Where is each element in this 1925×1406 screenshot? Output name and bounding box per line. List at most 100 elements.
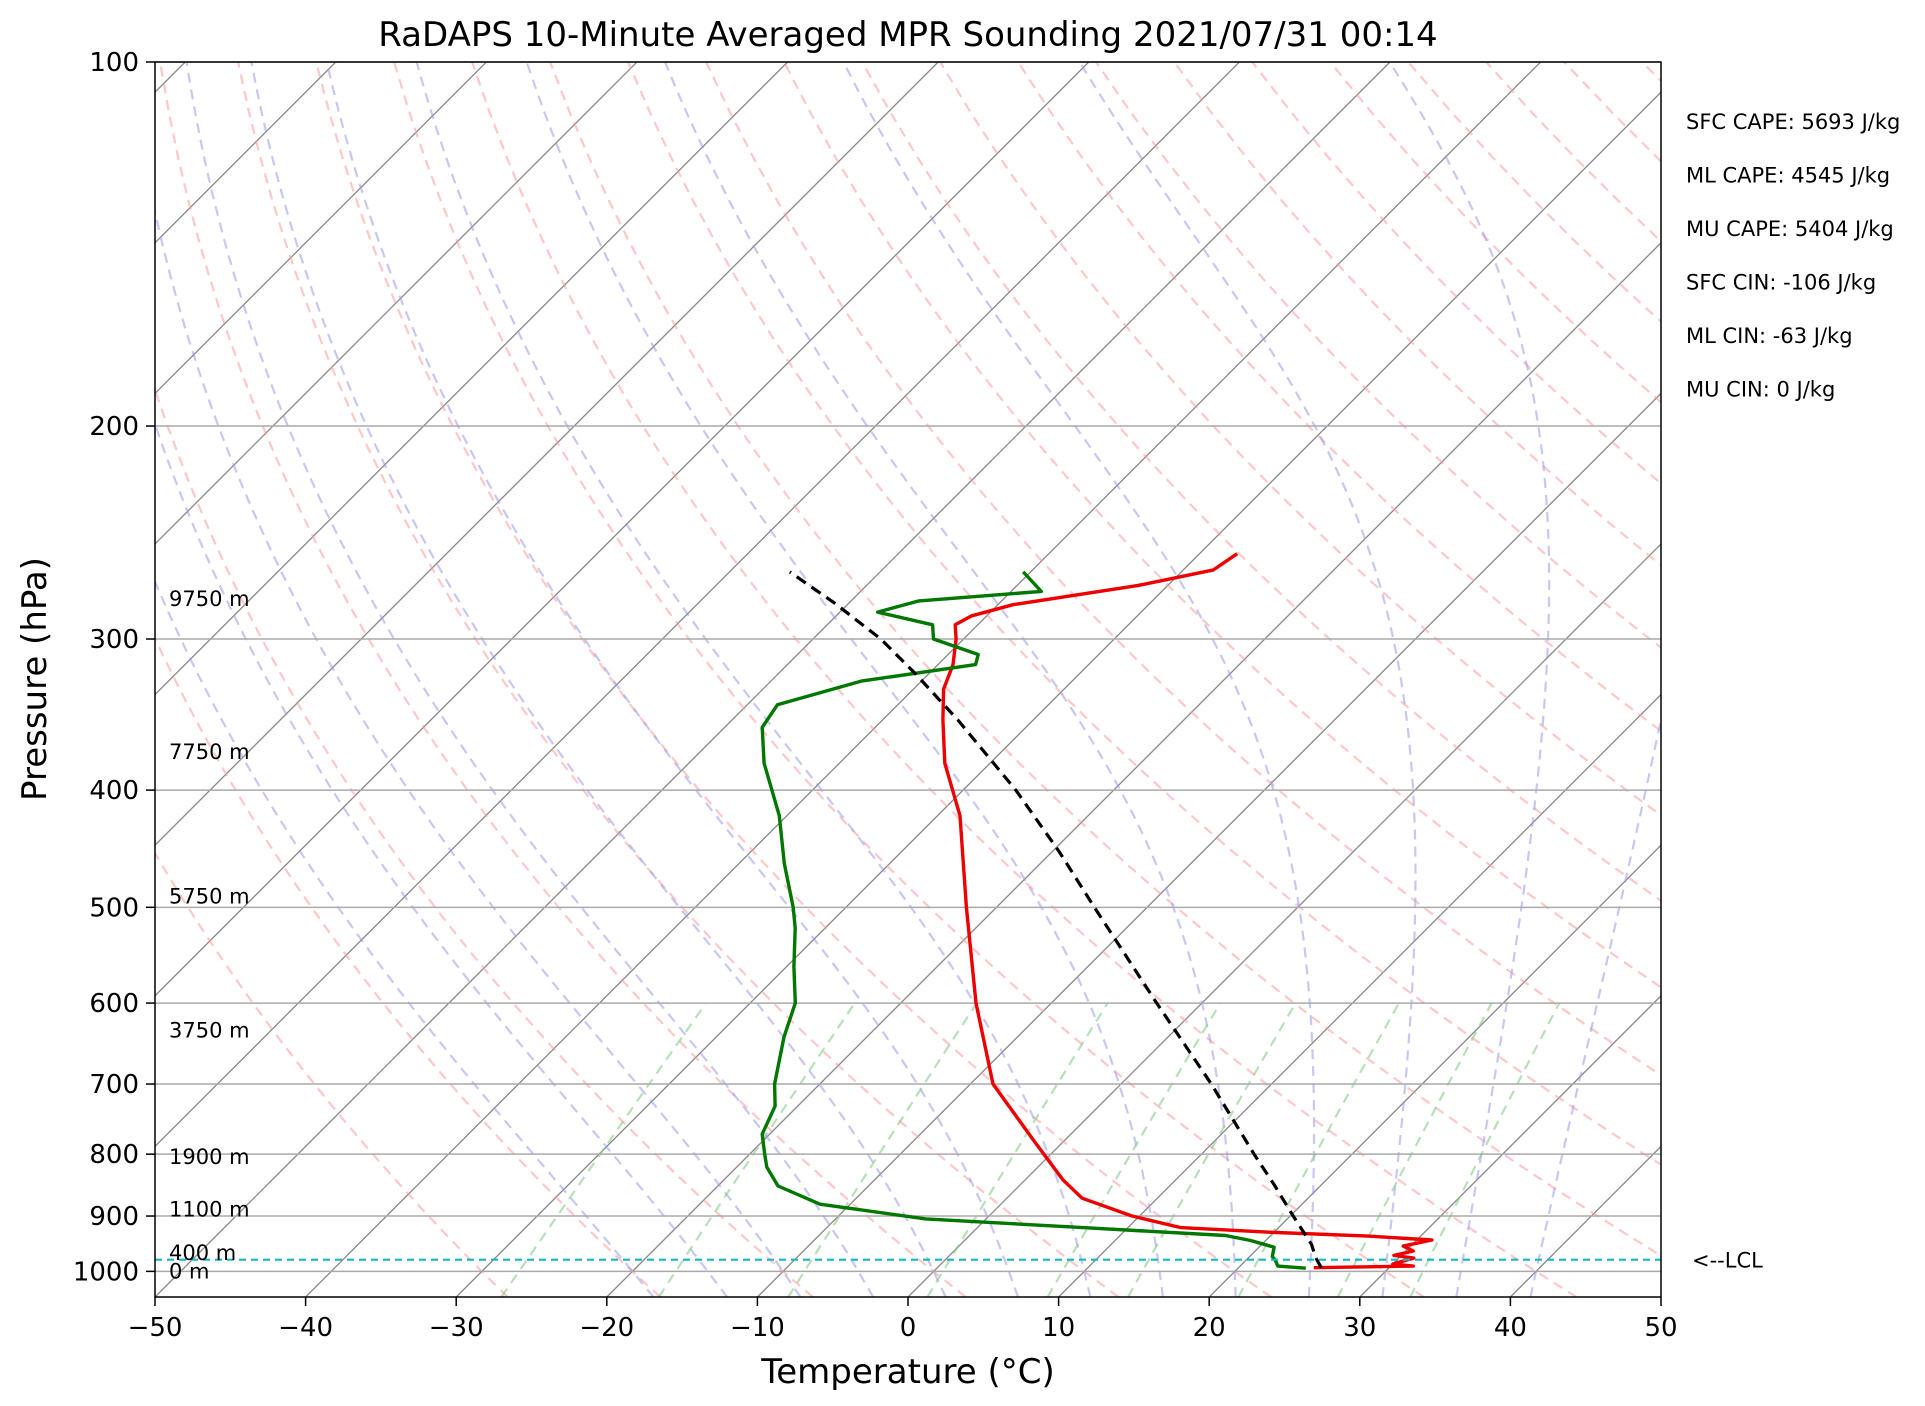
moist-adiabat-line [185, 62, 875, 1297]
moist-adiabat-line [155, 579, 655, 1297]
moist-adiabat-line [663, 62, 1237, 1297]
dry-adiabat-line [471, 62, 1578, 1297]
moist-adiabat-line [1078, 62, 1417, 1297]
x-tick-label: 0 [900, 1313, 917, 1343]
lcl-label: <--LCL [1692, 1249, 1763, 1273]
height-label: 5750 m [169, 885, 250, 909]
dry-adiabat-line [1095, 62, 1661, 649]
x-tick-label: 20 [1193, 1313, 1226, 1343]
lcl-layer: <--LCL [155, 1249, 1763, 1273]
stability-index-label: SFC CAPE: 5693 J/kg [1686, 110, 1900, 134]
x-tick-label: −50 [128, 1313, 183, 1343]
y-tick-label: 500 [89, 893, 139, 923]
dry-adiabat-line [1641, 62, 1661, 83]
moist-adiabat-line [250, 62, 947, 1297]
isotherm-line [155, 62, 939, 847]
height-label: 0 m [169, 1259, 210, 1283]
isotherm-line [155, 62, 1090, 997]
dry-adiabat-line [1485, 62, 1661, 243]
isotherm-line [155, 62, 638, 545]
plot-frame [154, 61, 1662, 1298]
dry-adiabat-line [155, 386, 814, 1297]
moist-adiabat-line [155, 206, 802, 1297]
x-tick-label: −30 [429, 1313, 484, 1343]
x-tick-label: 10 [1042, 1313, 1075, 1343]
dry-adiabat-line [1407, 62, 1661, 323]
dry-adiabat-line [1329, 62, 1661, 404]
stability-index-label: ML CIN: -63 J/kg [1686, 324, 1853, 348]
x-axis: −50 −40 −30 −20 −10 0 10 20 30 40 50 [128, 1297, 1678, 1343]
isotherm-line [155, 62, 487, 395]
moist-adiabat-line [415, 62, 1092, 1297]
chart-title: RaDAPS 10-Minute Averaged MPR Sounding 2… [378, 15, 1437, 55]
x-tick-label: −10 [730, 1313, 785, 1343]
stability-index-label: SFC CIN: -106 J/kg [1686, 271, 1876, 295]
height-label: 1100 m [169, 1198, 250, 1222]
x-tick-label: 40 [1494, 1313, 1527, 1343]
y-axis: 100 200 300 400 500 600 700 800 900 1000 [73, 48, 155, 1287]
stability-index-label: ML CAPE: 4545 J/kg [1686, 164, 1890, 188]
x-axis-label: Temperature (°C) [760, 1352, 1054, 1392]
series-layer [760, 552, 1434, 1270]
moist-adiabat-line [155, 420, 729, 1297]
isotherm-line [305, 62, 1542, 1297]
moist-adiabat-line [325, 62, 1020, 1297]
dry-adiabat-line [627, 62, 1661, 1166]
dry-adiabat-line [155, 635, 662, 1297]
moist-adiabat-line [1388, 62, 1551, 1297]
isotherm-line [1660, 1296, 1661, 1297]
dry-adiabat-line [705, 62, 1661, 1077]
stability-index-label: MU CAPE: 5404 J/kg [1686, 217, 1894, 241]
isotherm-line [1359, 994, 1661, 1297]
y-tick-label: 200 [89, 412, 139, 442]
mixing-ratio-line [787, 1002, 978, 1297]
x-tick-label: 50 [1644, 1313, 1677, 1343]
y-tick-label: 800 [89, 1140, 139, 1170]
stability-indices: SFC CAPE: 5693 J/kg ML CAPE: 4545 J/kg MU … [1686, 110, 1900, 402]
dry-adiabat-line [1798, 62, 1925, 1297]
y-tick-label: 700 [89, 1070, 139, 1100]
x-tick-label: −20 [579, 1313, 634, 1343]
isotherm-line [1208, 844, 1661, 1297]
moist-adiabat-line [525, 62, 1164, 1297]
dry-adiabat-line [1251, 62, 1661, 485]
height-label: 1900 m [169, 1145, 250, 1169]
y-tick-label: 600 [89, 989, 139, 1019]
isotherm-line [606, 241, 1661, 1297]
y-tick-label: 1000 [73, 1257, 139, 1287]
height-label: 3750 m [169, 1018, 250, 1042]
isotherm-line [155, 62, 789, 696]
dry-adiabat-line [1017, 62, 1661, 733]
dry-adiabat-line [393, 62, 1425, 1297]
y-tick-label: 300 [89, 625, 139, 655]
dry-adiabat-line [1876, 62, 1925, 1297]
isotherm-line [907, 543, 1661, 1297]
isotherm-line [155, 62, 1391, 1297]
y-tick-label: 100 [89, 48, 139, 78]
isotherm-line [155, 62, 1240, 1148]
height-label: 7750 m [169, 740, 250, 764]
height-label: 400 m [169, 1241, 236, 1265]
mixing-ratio-line [1237, 1002, 1400, 1297]
parcel-path-line [788, 570, 1323, 1269]
x-tick-label: −40 [278, 1313, 333, 1343]
stability-index-label: MU CIN: 0 J/kg [1686, 378, 1835, 402]
y-tick-label: 400 [89, 776, 139, 806]
dry-adiabat-line [549, 62, 1661, 1258]
dry-adiabat-line [237, 62, 1120, 1297]
height-label: 9750 m [169, 587, 250, 611]
mixing-ratio-line [1127, 1002, 1297, 1297]
mixing-ratio-line [657, 1002, 856, 1297]
dry-adiabat-line [939, 62, 1661, 817]
pressure-gridlines [155, 61, 1661, 1273]
dry-adiabat-line [155, 851, 509, 1297]
moist-adiabat-line [1529, 714, 1661, 1297]
dry-adiabat-line [1720, 62, 1925, 1297]
y-axis-label: Pressure (hPa) [15, 557, 55, 801]
isotherm-line [455, 91, 1661, 1297]
mixing-ratio-line [1336, 1002, 1493, 1297]
dewpoint-profile-line [760, 570, 1306, 1270]
isotherm-line [1058, 693, 1661, 1297]
